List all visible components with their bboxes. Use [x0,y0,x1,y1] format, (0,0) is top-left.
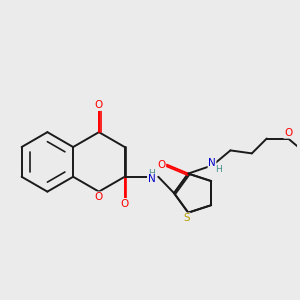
Text: O: O [284,128,292,138]
Text: H: H [215,165,222,174]
Text: N: N [208,158,216,169]
Text: H: H [148,169,155,178]
Text: O: O [157,160,166,170]
Text: N: N [148,174,155,184]
Text: O: O [95,192,103,202]
Text: S: S [183,213,190,223]
Text: O: O [121,199,129,208]
Text: O: O [95,100,103,110]
